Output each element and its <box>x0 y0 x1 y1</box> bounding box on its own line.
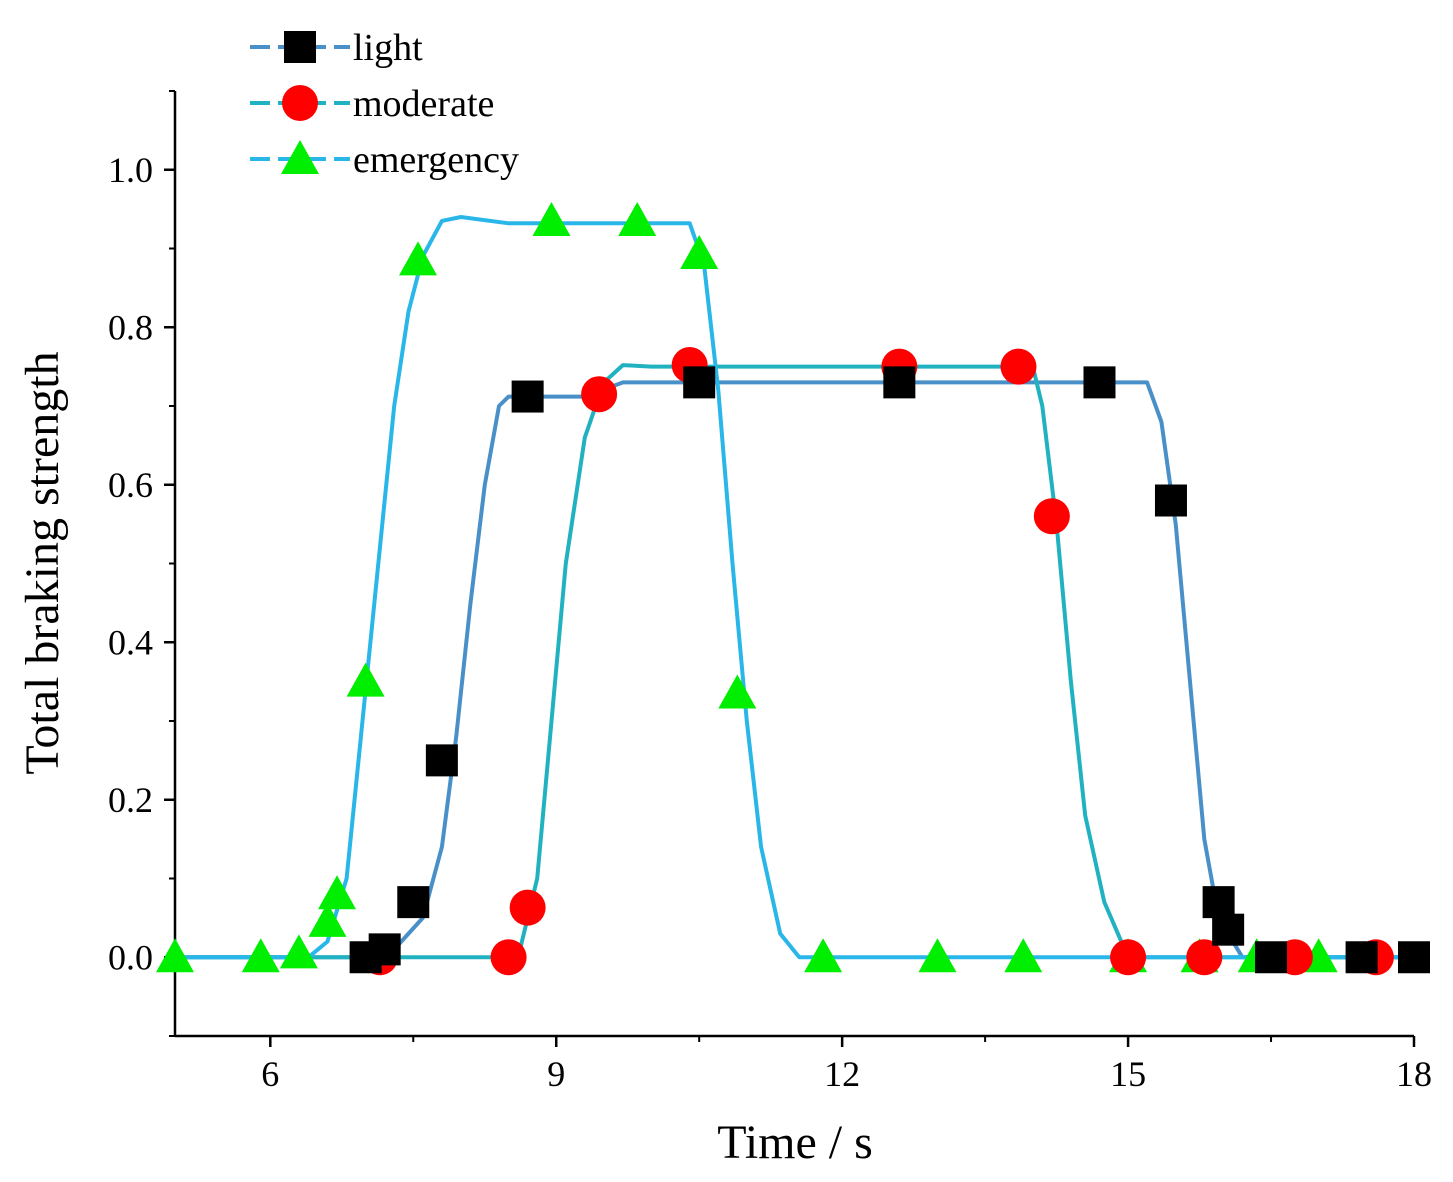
marker-emergency <box>346 662 385 697</box>
marker-light <box>511 380 544 413</box>
legend-marker-emergency <box>281 140 319 174</box>
marker-light <box>1345 941 1378 974</box>
y-tick-label: 0.6 <box>108 465 153 505</box>
series-line-moderate <box>175 363 1414 960</box>
marker-moderate <box>490 939 527 976</box>
marker-emergency <box>918 938 957 973</box>
x-axis-title: Time / s <box>717 1116 873 1169</box>
marker-light <box>1255 941 1288 974</box>
x-tick-label: 12 <box>824 1054 860 1094</box>
marker-emergency <box>1004 938 1043 973</box>
x-tick-label: 9 <box>547 1054 565 1094</box>
y-tick-label: 0.4 <box>108 622 153 662</box>
marker-emergency <box>532 201 571 236</box>
marker-emergency <box>308 902 347 937</box>
marker-moderate <box>1110 939 1147 976</box>
marker-light <box>1202 886 1235 919</box>
legend-label-emergency: emergency <box>353 139 519 181</box>
marker-emergency <box>156 938 194 973</box>
marker-moderate <box>1000 348 1037 385</box>
legend-marker-light <box>284 31 316 63</box>
x-tick-label: 6 <box>261 1054 279 1094</box>
legend: light moderate emergency <box>250 27 519 181</box>
x-tick-label: 18 <box>1396 1054 1432 1094</box>
legend-label-moderate: moderate <box>353 83 494 125</box>
marker-emergency <box>680 235 719 270</box>
ticks: 6 9 12 15 18 0.0 0.2 0.4 0.6 0.8 1.0 <box>108 90 1432 1094</box>
legend-marker-moderate <box>282 85 318 121</box>
series-line-light <box>175 380 1414 960</box>
marker-light <box>683 366 716 399</box>
series-line-emergency <box>175 215 1414 960</box>
marker-light <box>368 933 401 966</box>
marker-emergency <box>279 934 318 969</box>
marker-light <box>883 366 916 399</box>
x-tick-label: 15 <box>1110 1054 1146 1094</box>
marker-light <box>1083 366 1116 399</box>
y-tick-label: 0.0 <box>108 937 153 977</box>
marker-light <box>397 886 430 919</box>
marker-light <box>1398 941 1430 974</box>
series-markers <box>156 201 1430 976</box>
marker-emergency <box>241 938 280 973</box>
marker-moderate <box>581 376 618 413</box>
series-lines <box>175 215 1414 960</box>
marker-moderate <box>1186 939 1223 976</box>
y-tick-label: 0.8 <box>108 307 153 347</box>
marker-emergency <box>399 241 438 276</box>
marker-light <box>1154 484 1187 517</box>
marker-light <box>425 744 458 777</box>
marker-emergency <box>618 201 657 236</box>
y-tick-label: 0.2 <box>108 780 153 820</box>
marker-emergency <box>804 938 843 973</box>
y-tick-label: 1.0 <box>108 150 153 190</box>
legend-label-light: light <box>353 27 423 69</box>
marker-emergency <box>318 875 357 910</box>
marker-emergency <box>718 674 757 709</box>
marker-light <box>1212 913 1245 946</box>
y-axis-title: Total braking strength <box>16 351 69 774</box>
marker-moderate <box>509 889 546 926</box>
marker-moderate <box>1033 498 1070 535</box>
